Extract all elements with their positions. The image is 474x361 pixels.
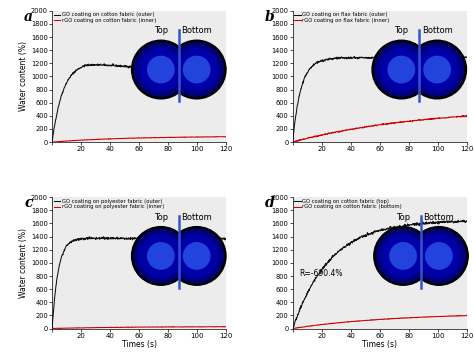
X-axis label: Times (s): Times (s) <box>362 340 397 349</box>
rGO coating on flax fabric (inner) <box>335 130 340 134</box>
GO coating on flax fabric (outer) <box>320 60 326 64</box>
Y-axis label: Water content (%): Water content (%) <box>19 228 28 298</box>
GO coating on flax fabric (outer) <box>406 55 412 59</box>
GO coating on flax fabric (outer) <box>464 55 470 60</box>
rGO coating on cotton fabric (bottom) <box>321 322 327 327</box>
GO coating on cotton fabric (top) <box>392 225 398 229</box>
rGO coating on cotton fabric (inner) <box>223 134 229 139</box>
Line: GO coating on polyester fabric (outer): GO coating on polyester fabric (outer) <box>52 237 227 329</box>
Y-axis label: Water content (%): Water content (%) <box>19 42 28 112</box>
GO coating on polyester fabric (outer) <box>49 326 55 331</box>
rGO coating on flax fabric (inner) <box>464 113 470 118</box>
GO coating on cotton fabric (outer) <box>49 140 55 144</box>
GO coating on cotton fabric (top) <box>421 222 427 226</box>
GO coating on flax fabric (outer) <box>421 56 427 60</box>
GO coating on polyester fabric (outer) <box>87 235 92 239</box>
rGO coating on cotton fabric (inner) <box>81 138 86 142</box>
rGO coating on cotton fabric (inner) <box>50 140 55 144</box>
rGO coating on cotton fabric (inner) <box>94 137 100 142</box>
Line: rGO coating on flax fabric (inner): rGO coating on flax fabric (inner) <box>292 116 467 142</box>
rGO coating on cotton fabric (bottom) <box>290 326 296 331</box>
GO coating on flax fabric (outer) <box>415 54 421 58</box>
rGO coating on flax fabric (inner) <box>406 119 412 124</box>
GO coating on cotton fabric (outer) <box>128 64 134 68</box>
rGO coating on polyester fabric (inner) <box>166 325 172 329</box>
rGO coating on flax fabric (inner) <box>460 113 465 118</box>
rGO coating on cotton fabric (inner) <box>224 135 229 139</box>
rGO coating on cotton fabric (inner) <box>49 140 55 144</box>
GO coating on flax fabric (outer) <box>290 140 295 144</box>
Line: GO coating on cotton fabric (outer): GO coating on cotton fabric (outer) <box>52 64 227 142</box>
Text: R=-690.4%: R=-690.4% <box>300 269 343 278</box>
Text: d: d <box>265 196 274 210</box>
X-axis label: Times (s): Times (s) <box>122 340 157 349</box>
rGO coating on flax fabric (inner) <box>291 140 296 144</box>
rGO coating on flax fabric (inner) <box>393 121 399 125</box>
rGO coating on cotton fabric (inner) <box>181 135 186 139</box>
Line: rGO coating on cotton fabric (inner): rGO coating on cotton fabric (inner) <box>52 136 227 142</box>
rGO coating on cotton fabric (bottom) <box>421 315 427 319</box>
GO coating on cotton fabric (top) <box>369 231 374 236</box>
rGO coating on flax fabric (inner) <box>321 132 327 136</box>
GO coating on polyester fabric (outer) <box>166 237 172 241</box>
rGO coating on polyester fabric (inner) <box>128 325 134 330</box>
rGO coating on cotton fabric (inner) <box>152 135 158 140</box>
rGO coating on cotton fabric (bottom) <box>369 318 374 322</box>
GO coating on cotton fabric (top) <box>290 326 295 331</box>
rGO coating on cotton fabric (bottom) <box>335 321 340 325</box>
Legend: GO coating on flax fabric (outer), rGO coating on flax fabric (inner): GO coating on flax fabric (outer), rGO c… <box>294 12 390 23</box>
GO coating on cotton fabric (top) <box>461 218 466 222</box>
GO coating on cotton fabric (outer) <box>110 62 116 66</box>
Legend: GO coating on cotton fabric (outer), rGO coating on cotton fabric (inner): GO coating on cotton fabric (outer), rGO… <box>53 12 156 23</box>
Legend: GO coating on polyester fabric (outer), rGO coating on polyester fabric (inner): GO coating on polyester fabric (outer), … <box>53 198 164 210</box>
GO coating on flax fabric (outer) <box>392 56 398 60</box>
rGO coating on flax fabric (inner) <box>421 117 427 122</box>
rGO coating on cotton fabric (inner) <box>166 135 172 139</box>
GO coating on polyester fabric (outer) <box>80 237 86 241</box>
GO coating on cotton fabric (outer) <box>224 67 229 71</box>
rGO coating on polyester fabric (inner) <box>49 326 55 331</box>
rGO coating on flax fabric (inner) <box>290 140 295 144</box>
Line: rGO coating on cotton fabric (bottom): rGO coating on cotton fabric (bottom) <box>292 315 467 329</box>
rGO coating on polyester fabric (inner) <box>224 325 229 329</box>
GO coating on cotton fabric (top) <box>464 219 470 223</box>
GO coating on cotton fabric (outer) <box>80 64 86 68</box>
GO coating on polyester fabric (outer) <box>181 236 186 240</box>
GO coating on cotton fabric (top) <box>320 266 326 270</box>
rGO coating on polyester fabric (inner) <box>152 325 158 329</box>
GO coating on polyester fabric (outer) <box>94 237 100 241</box>
rGO coating on cotton fabric (bottom) <box>290 326 295 331</box>
rGO coating on flax fabric (inner) <box>369 124 374 128</box>
rGO coating on polyester fabric (inner) <box>181 325 186 329</box>
Legend: GO coating on cotton fabric (top), rGO coating on cotton fabric (bottom): GO coating on cotton fabric (top), rGO c… <box>294 198 402 210</box>
Line: GO coating on flax fabric (outer): GO coating on flax fabric (outer) <box>292 56 467 142</box>
GO coating on polyester fabric (outer) <box>224 237 229 242</box>
GO coating on flax fabric (outer) <box>335 57 340 61</box>
GO coating on cotton fabric (outer) <box>181 67 186 71</box>
Line: rGO coating on polyester fabric (inner): rGO coating on polyester fabric (inner) <box>52 326 227 329</box>
rGO coating on cotton fabric (bottom) <box>393 316 399 321</box>
GO coating on cotton fabric (outer) <box>166 66 172 71</box>
Text: b: b <box>265 9 274 23</box>
rGO coating on cotton fabric (inner) <box>128 136 134 140</box>
Line: GO coating on cotton fabric (top): GO coating on cotton fabric (top) <box>292 220 467 329</box>
GO coating on cotton fabric (top) <box>335 250 340 254</box>
Text: a: a <box>24 9 33 23</box>
rGO coating on polyester fabric (inner) <box>215 324 221 329</box>
rGO coating on polyester fabric (inner) <box>80 326 86 330</box>
rGO coating on cotton fabric (bottom) <box>406 316 412 320</box>
GO coating on cotton fabric (top) <box>406 223 412 227</box>
GO coating on cotton fabric (outer) <box>152 66 158 70</box>
GO coating on cotton fabric (outer) <box>94 62 100 67</box>
rGO coating on cotton fabric (bottom) <box>464 313 470 317</box>
GO coating on flax fabric (outer) <box>369 56 374 61</box>
GO coating on polyester fabric (outer) <box>152 236 158 241</box>
GO coating on polyester fabric (outer) <box>128 236 134 240</box>
rGO coating on polyester fabric (inner) <box>94 326 100 330</box>
Text: c: c <box>24 196 33 210</box>
